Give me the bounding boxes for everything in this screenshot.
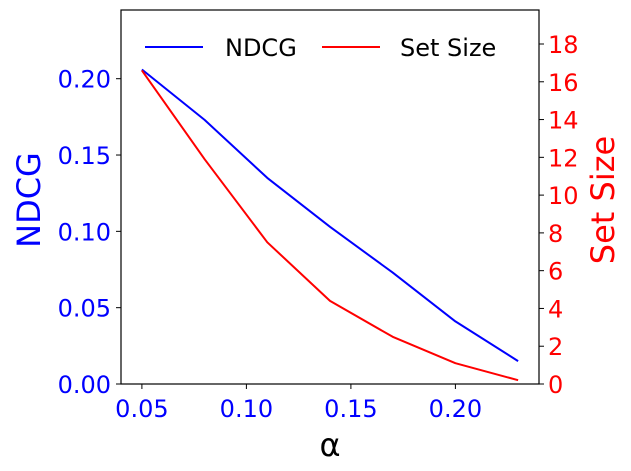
y-right-tick-label: 4 <box>548 295 563 323</box>
y-left-tick-label: 0.15 <box>58 142 111 170</box>
x-tick-label: 0.15 <box>324 395 377 423</box>
plot-area <box>120 9 540 385</box>
y-right-tick-label: 10 <box>548 182 579 210</box>
series-line-ndcg <box>141 68 519 362</box>
y-axis-left-label: NDCG <box>10 152 48 248</box>
y-left-tick-label: 0.20 <box>58 66 111 94</box>
y-left-tick-label: 0.05 <box>58 295 111 323</box>
x-tick-label: 0.05 <box>115 395 168 423</box>
y-right-tick-label: 2 <box>548 333 563 361</box>
series-lines <box>141 68 519 382</box>
y-right-tick-label: 8 <box>548 220 563 248</box>
y-axis-right-label: Set Size <box>584 136 622 264</box>
legend-label-set-size: Set Size <box>400 34 496 62</box>
y-right-tick-label: 12 <box>548 144 579 172</box>
plot-frame <box>120 9 540 385</box>
x-axis: 0.05 0.10 0.15 0.20 <box>115 384 482 423</box>
y-right-tick-label: 6 <box>548 258 563 286</box>
y-left-tick-label: 0.10 <box>58 218 111 246</box>
series-line-set-size <box>141 69 519 382</box>
x-tick-label: 0.10 <box>220 395 273 423</box>
legend: NDCG Set Size <box>145 34 496 62</box>
y-axis-right: 0 2 4 6 8 10 12 14 16 18 <box>539 31 579 399</box>
y-right-tick-label: 14 <box>548 107 579 135</box>
x-tick-label: 0.20 <box>429 395 482 423</box>
x-axis-label: α <box>319 426 340 464</box>
y-axis-left: 0.00 0.05 0.10 0.15 0.20 <box>58 66 121 399</box>
y-right-tick-label: 0 <box>548 371 563 399</box>
legend-label-ndcg: NDCG <box>225 34 297 62</box>
y-right-tick-label: 18 <box>548 31 579 59</box>
y-left-tick-label: 0.00 <box>58 371 111 399</box>
y-right-tick-label: 16 <box>548 69 579 97</box>
